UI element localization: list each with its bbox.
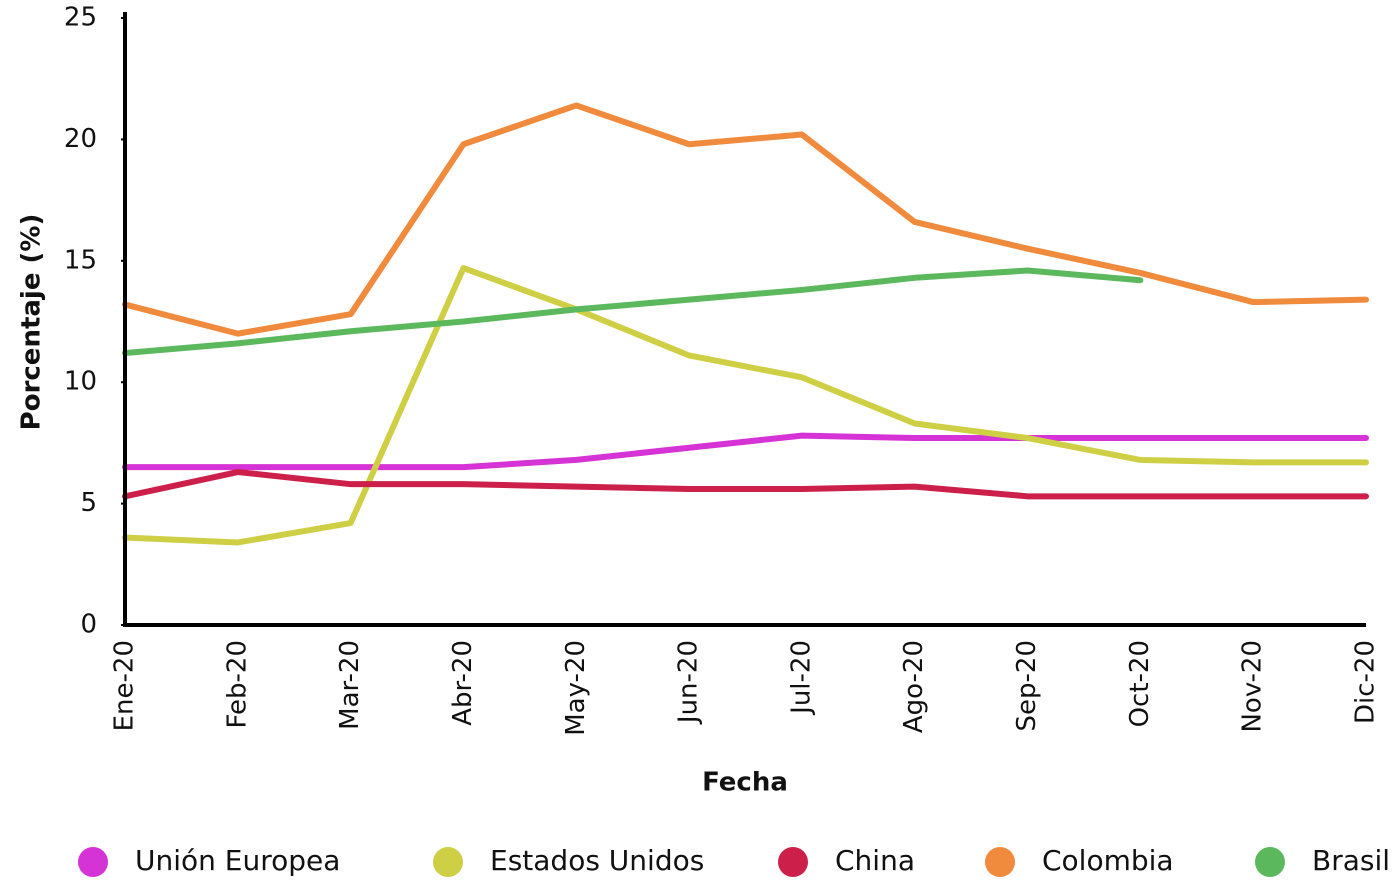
series-line xyxy=(122,102,1369,337)
x-tick-label: Jun-20 xyxy=(674,640,704,725)
y-tick-label: 0 xyxy=(80,610,97,640)
y-tick-label: 25 xyxy=(64,3,97,33)
x-tick-label: Feb-20 xyxy=(222,640,252,729)
legend-label: Unión Europea xyxy=(135,844,340,877)
y-tick-label: 15 xyxy=(64,245,97,275)
series-line xyxy=(122,432,1369,471)
x-tick-label: Jul-20 xyxy=(786,640,816,716)
x-tick-label: Abr-20 xyxy=(448,640,478,726)
legend-swatch xyxy=(778,847,808,877)
legend-label: Brasil xyxy=(1312,844,1390,877)
x-tick-label: Mar-20 xyxy=(335,640,365,730)
y-tick-label: 20 xyxy=(64,124,97,154)
series-line xyxy=(122,265,1369,546)
series-line xyxy=(122,267,1144,357)
legend-label: Estados Unidos xyxy=(490,844,704,877)
y-tick-label: 10 xyxy=(64,367,97,397)
series-line xyxy=(122,469,1369,500)
legend-swatch xyxy=(1255,847,1285,877)
x-tick-label: May-20 xyxy=(561,640,591,736)
legend-swatch xyxy=(78,847,108,877)
x-tick-label: Ago-20 xyxy=(899,640,929,733)
x-tick-label: Sep-20 xyxy=(1012,640,1042,731)
y-tick-label: 5 xyxy=(80,488,97,518)
y-axis-title: Porcentaje (%) xyxy=(17,214,47,431)
legend-label: Colombia xyxy=(1042,844,1174,877)
x-tick-label: Oct-20 xyxy=(1125,640,1155,727)
x-axis-title: Fecha xyxy=(702,768,788,798)
x-tick-label: Nov-20 xyxy=(1238,640,1268,733)
legend-label: China xyxy=(835,844,915,877)
legend-swatch xyxy=(985,847,1015,877)
x-tick-label: Ene-20 xyxy=(110,640,140,731)
legend-swatch xyxy=(433,847,463,877)
x-tick-label: Dic-20 xyxy=(1351,640,1381,724)
